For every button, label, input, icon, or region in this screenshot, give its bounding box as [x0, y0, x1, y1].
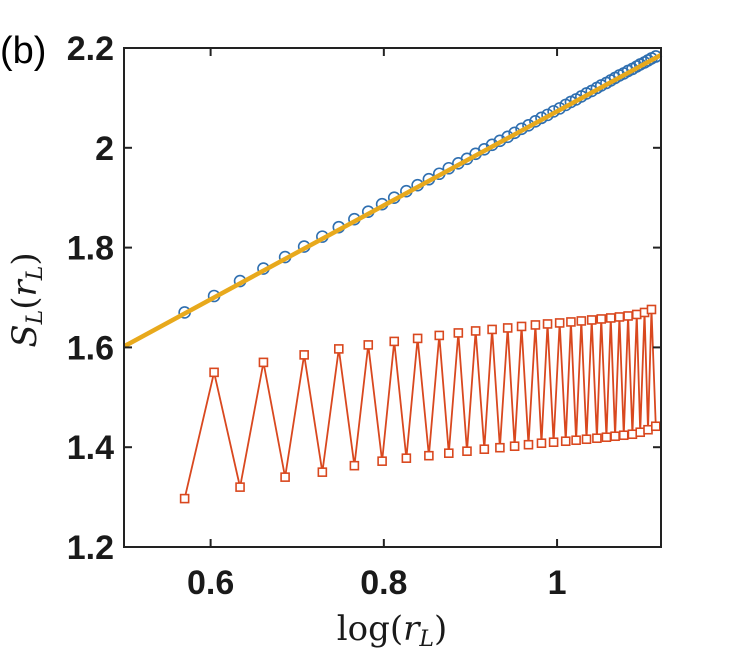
data-point-square [487, 324, 497, 335]
data-point-square [548, 437, 559, 448]
data-point-square [389, 336, 400, 347]
data-point-square [586, 315, 597, 325]
data-point-square [576, 316, 587, 326]
data-point-square [646, 304, 657, 315]
data-point-square [235, 482, 245, 492]
x-axis-label: log(rL) [337, 609, 448, 652]
data-point-square [424, 450, 434, 461]
data-point-square [601, 432, 612, 443]
data-point-square [536, 438, 547, 449]
data-point-square [377, 456, 387, 466]
data-point-square [571, 435, 581, 446]
tick-layer: 0.6 0.8 1 1.2 1.4 1.6 1.8 2 2.2 [67, 30, 661, 602]
data-point-square [258, 357, 269, 368]
data-point-square [280, 472, 290, 482]
data-point-square [502, 323, 513, 333]
plot-area [124, 48, 661, 547]
data-point-square [434, 330, 445, 341]
data-point-square [401, 453, 412, 463]
data-point-square [614, 312, 625, 322]
panel-label: (b) [0, 30, 46, 72]
data-point-square [631, 309, 642, 320]
series-layer [122, 50, 663, 504]
data-point-square [635, 427, 646, 438]
y-axis-label: SL(rL) [5, 252, 48, 347]
data-point-square [651, 421, 661, 432]
data-point-square [317, 467, 328, 477]
y-tick-label: 2 [95, 130, 114, 168]
data-point-square [179, 493, 190, 504]
data-point-square [509, 441, 520, 452]
y-tick-label: 1.6 [67, 329, 114, 367]
data-point-square [495, 442, 505, 453]
data-point-square [516, 321, 527, 332]
data-point-square [470, 326, 481, 336]
data-point-square [618, 430, 629, 441]
data-point-square [554, 318, 565, 328]
data-point-square [349, 460, 360, 471]
data-point-square [299, 350, 309, 360]
y-tick-label: 1.4 [67, 429, 114, 467]
series-1 [122, 53, 663, 349]
data-point-square [592, 433, 602, 444]
y-tick-label: 2.2 [67, 30, 114, 68]
data-point-square [363, 340, 374, 350]
data-point-square [530, 320, 541, 330]
data-point-square [443, 448, 454, 458]
data-point-square [462, 446, 472, 456]
series-2 [179, 304, 661, 504]
data-point-square [542, 319, 553, 329]
data-point-square [581, 434, 592, 445]
data-point-square [209, 367, 219, 378]
data-point-square [596, 314, 607, 324]
data-point-square [523, 439, 534, 450]
data-point-square [605, 313, 616, 323]
data-point-square [610, 431, 620, 442]
data-point-square [566, 317, 576, 327]
fit-line [122, 53, 663, 349]
data-point-square [643, 424, 653, 435]
x-tick-label: 1 [548, 564, 567, 602]
data-point-square [623, 311, 633, 321]
plot-frame [123, 47, 662, 548]
data-point-square [560, 436, 571, 447]
data-point-square [479, 444, 490, 454]
data-point-square [412, 333, 423, 344]
data-point-square [453, 328, 464, 338]
x-tick-label: 0.6 [187, 564, 234, 602]
x-tick-label: 0.8 [360, 564, 407, 602]
y-tick-label: 1.8 [67, 230, 114, 268]
y-tick-label: 1.2 [67, 529, 114, 567]
data-point-square [627, 429, 638, 440]
data-point-square [333, 344, 344, 354]
